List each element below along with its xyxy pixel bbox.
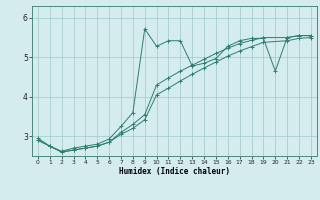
X-axis label: Humidex (Indice chaleur): Humidex (Indice chaleur) bbox=[119, 167, 230, 176]
